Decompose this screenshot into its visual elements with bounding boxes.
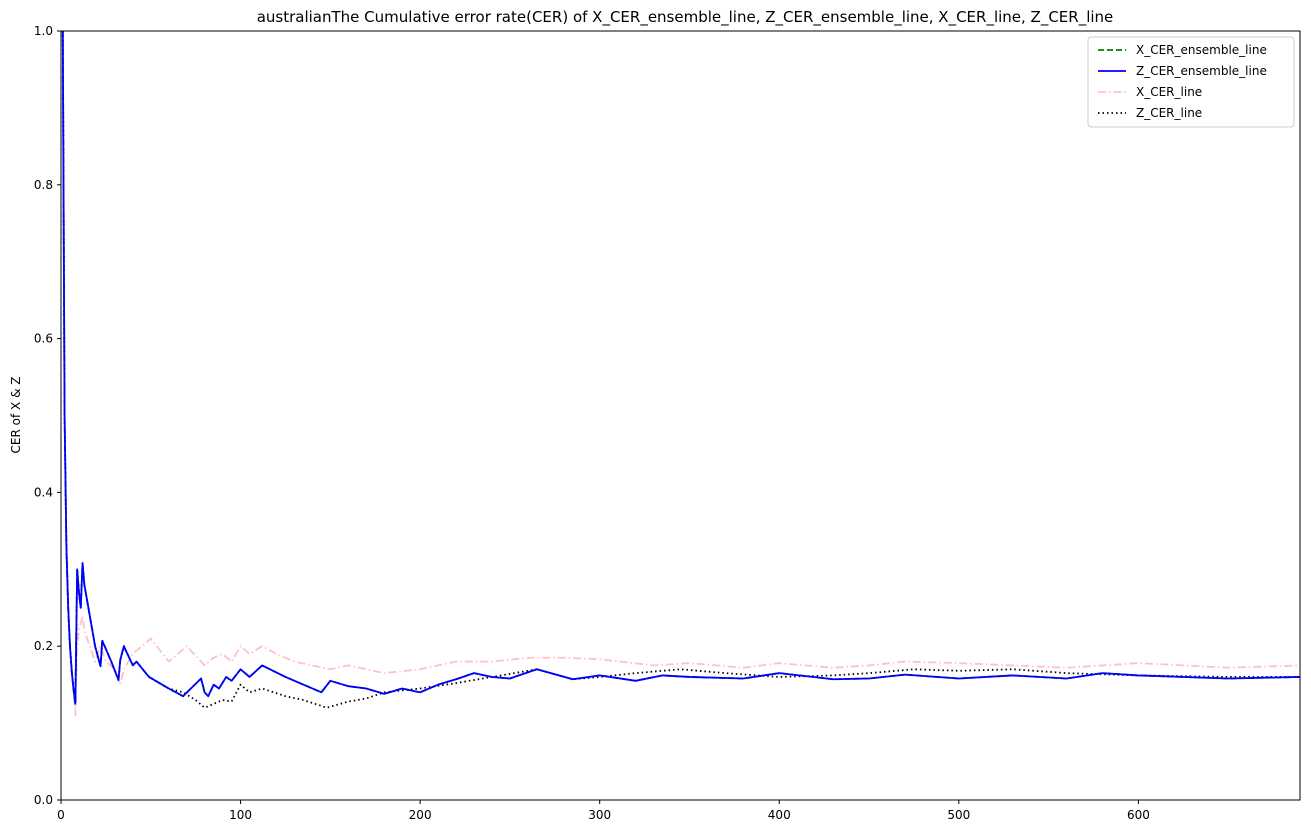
y-tick-label-2: 0.4 (34, 485, 53, 499)
x-axis-ticks: 0 100 200 300 400 500 600 (57, 800, 1150, 822)
series-line-x-cer-line (61, 30, 1301, 717)
x-tick-label-4: 400 (768, 808, 791, 822)
y-tick-label-0: 0.0 (34, 793, 53, 807)
legend-label-0: X_CER_ensemble_line (1136, 43, 1267, 57)
y-tick-label-4: 0.8 (34, 178, 53, 192)
x-tick-label-6: 600 (1127, 808, 1150, 822)
y-axis-label: CER of X & Z (9, 377, 23, 454)
legend: X_CER_ensemble_line Z_CER_ensemble_line X_… (1087, 36, 1295, 128)
y-axis-ticks: 0.0 0.2 0.4 0.6 0.8 1.0 (34, 24, 61, 807)
y-tick-label-5: 1.0 (34, 24, 53, 38)
series-line-z-cer-ensemble-line (61, 30, 1301, 705)
legend-label-1: Z_CER_ensemble_line (1136, 64, 1267, 78)
legend-label-2: X_CER_line (1136, 85, 1202, 99)
legend-label-3: Z_CER_line (1136, 106, 1202, 120)
legend-box (1087, 36, 1295, 128)
y-tick-label-1: 0.2 (34, 639, 53, 653)
x-tick-label-0: 0 (57, 808, 65, 822)
x-tick-label-3: 300 (588, 808, 611, 822)
x-tick-label-5: 500 (947, 808, 970, 822)
x-tick-label-1: 100 (229, 808, 252, 822)
series-layer (61, 30, 1301, 717)
x-tick-label-2: 200 (409, 808, 432, 822)
chart-title: australianThe Cumulative error rate(CER)… (257, 8, 1114, 27)
plot-frame (60, 30, 1301, 801)
y-tick-label-3: 0.6 (34, 332, 53, 346)
